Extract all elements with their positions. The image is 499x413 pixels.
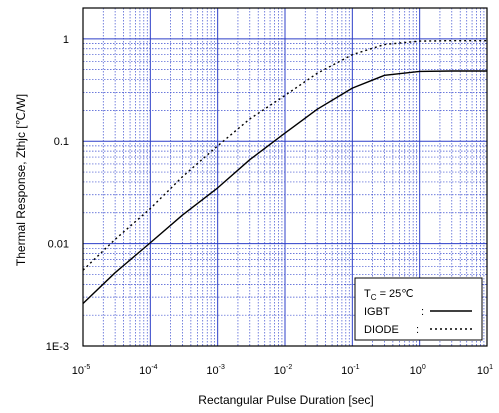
x-tick-label: 10-5 [72,364,91,377]
series-group [82,39,487,305]
series-line-igbt [82,70,487,305]
legend-sep-igbt: : [421,306,424,318]
x-tick-label: 10-4 [139,364,158,377]
legend-condition-sub: C [371,293,377,302]
x-axis-label: Rectangular Pulse Duration [sec] [198,393,373,407]
legend-condition-value: = 25℃ [377,288,414,300]
tick-labels: 10-5 10-4 10-3 10-2 10-1 100 101 1E-3 0.01 0.1 1 [46,34,493,377]
legend-sep-diode: : [416,324,419,336]
legend: TC = 25℃ IGBT : DIODE : [354,277,483,341]
y-tick-label: 0.01 [48,239,69,251]
plot-frame [82,7,488,347]
legend-condition: TC = 25℃ [364,288,414,302]
legend-label-diode: DIODE [364,324,399,336]
x-tick-label: 10-3 [206,364,225,377]
x-tick-label: 10-2 [274,364,293,377]
x-tick-label: 101 [477,364,493,377]
series-line-diode [82,39,487,271]
x-tick-label: 100 [410,364,426,377]
y-tick-label: 1E-3 [46,341,69,353]
legend-condition-prefix: T [364,288,371,300]
x-tick-label: 10-1 [341,364,360,377]
legend-label-igbt: IGBT [364,306,390,318]
y-tick-label: 1 [63,34,69,46]
y-axis-label: Thermal Response, Zthjc [℃/W] [14,94,28,266]
y-tick-label: 0.1 [54,136,69,148]
grid [82,7,488,347]
